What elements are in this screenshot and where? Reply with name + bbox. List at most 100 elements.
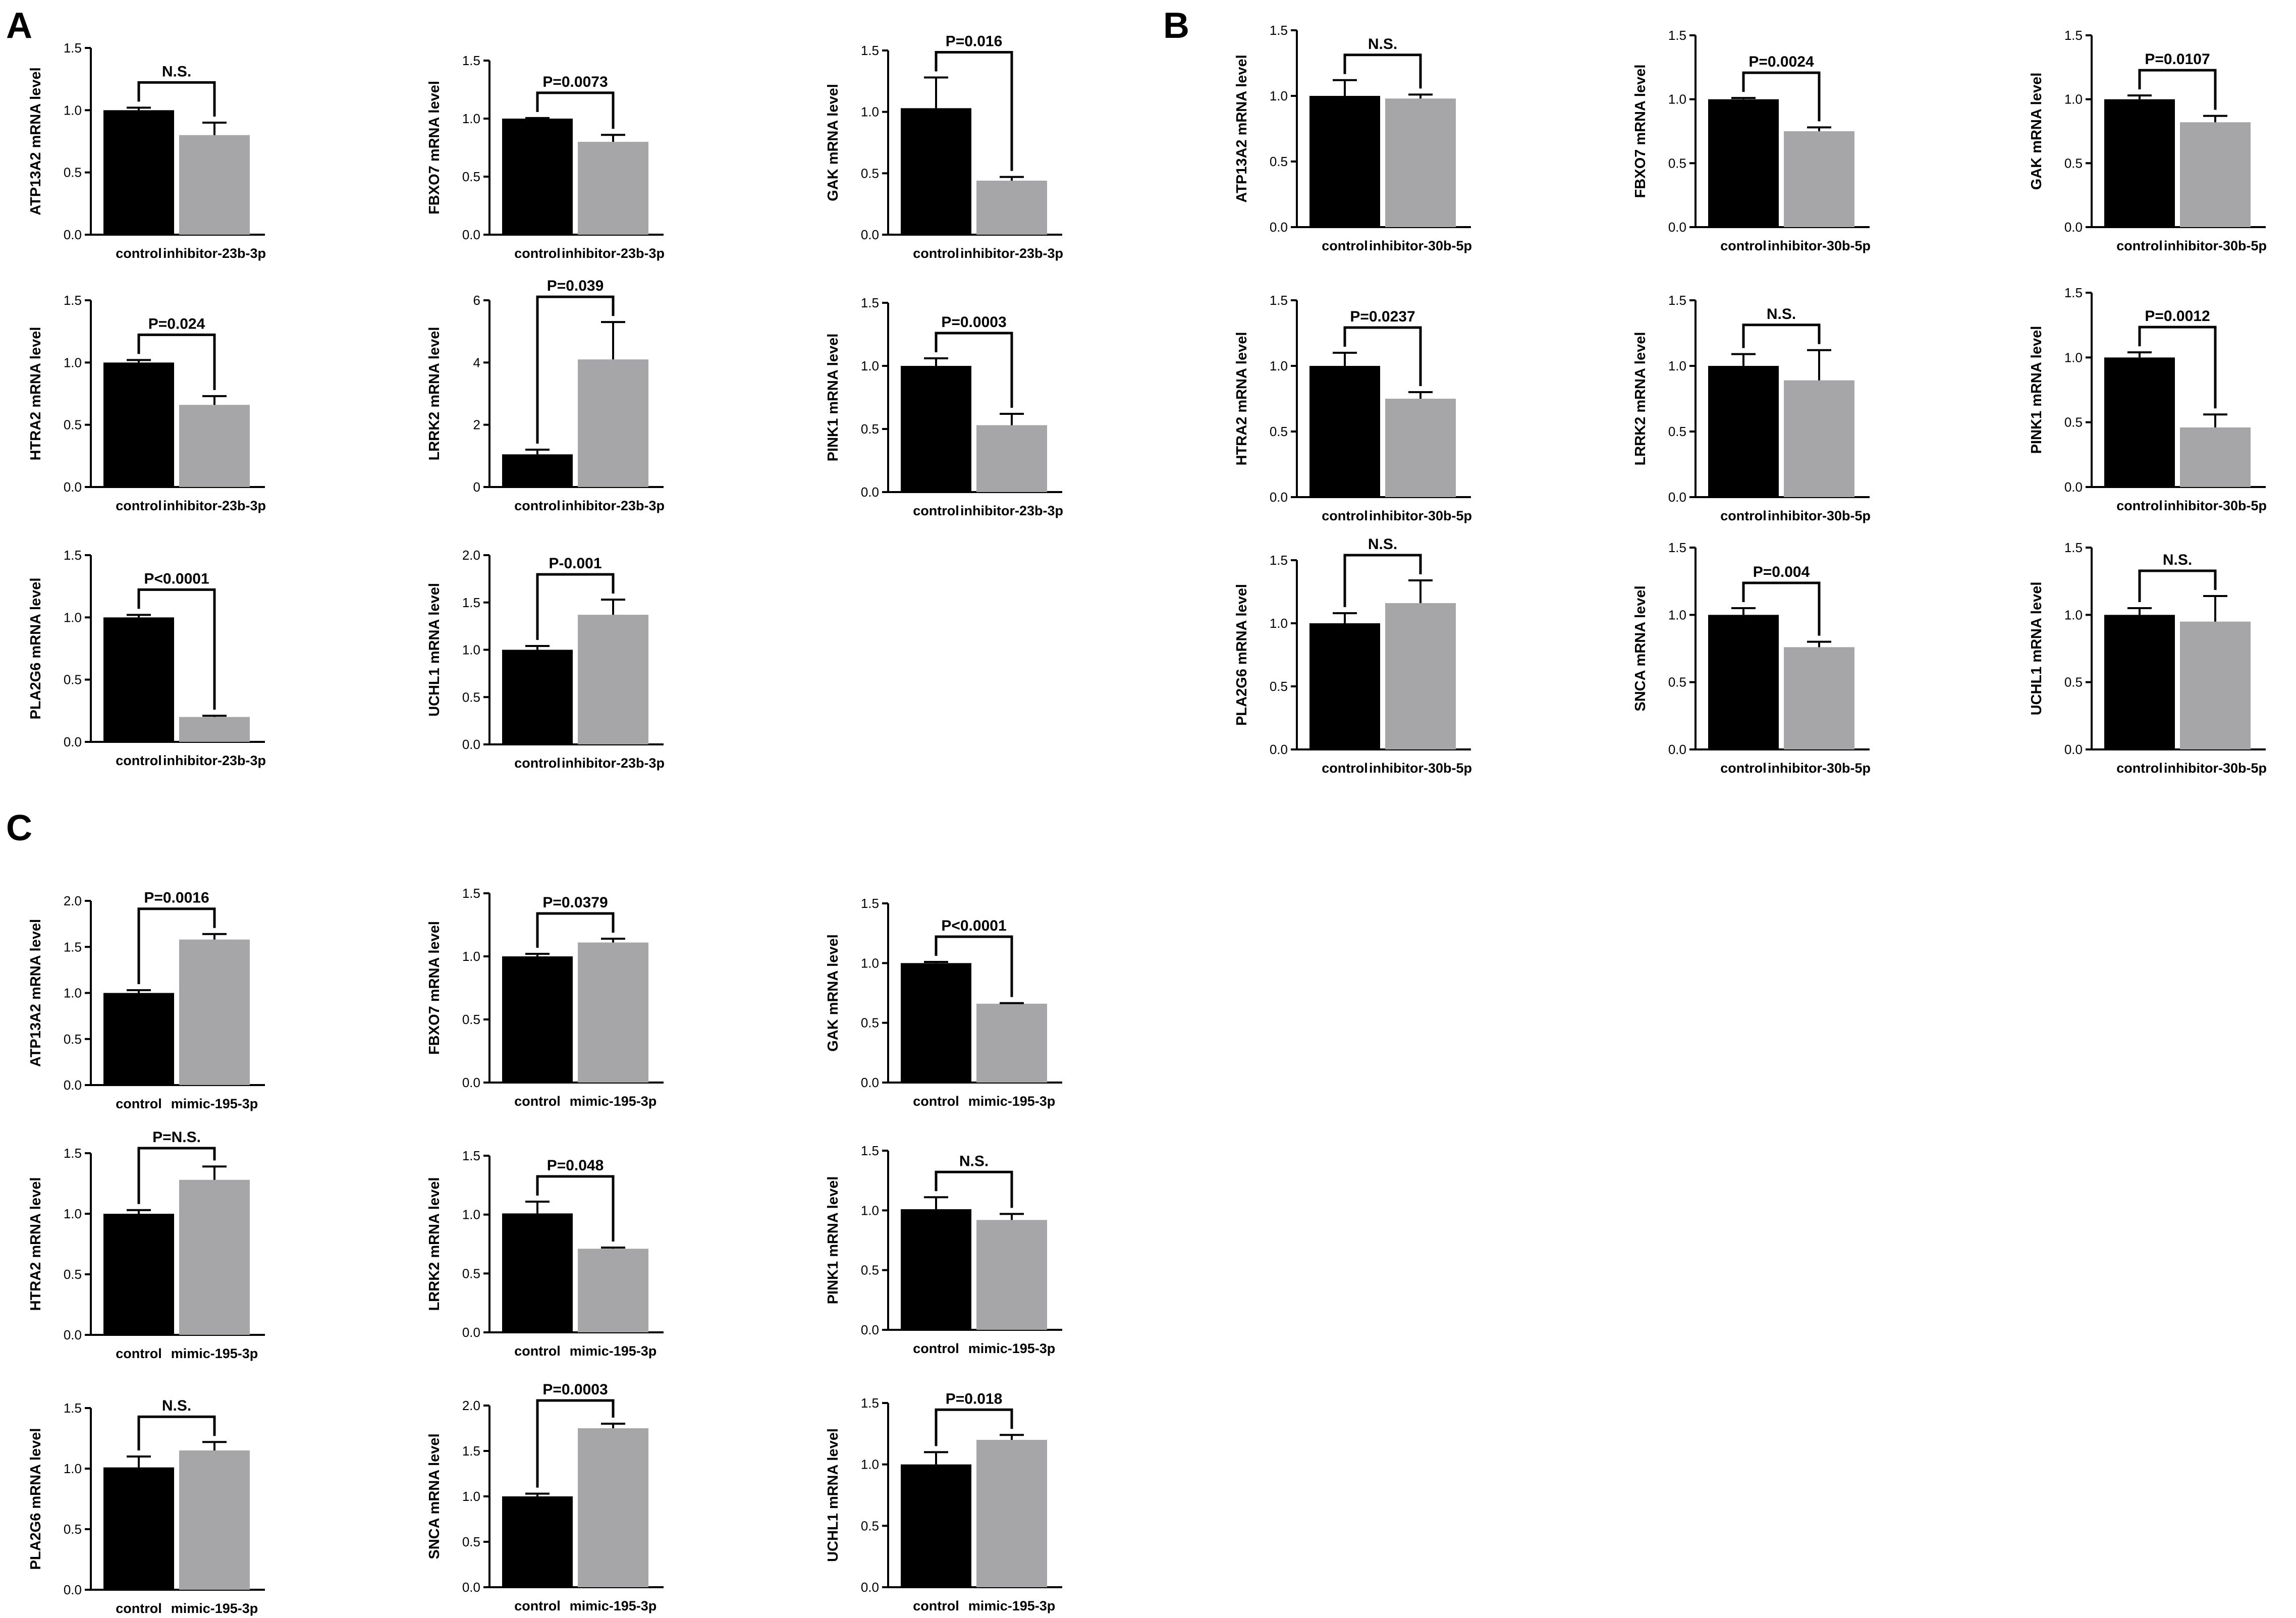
y-tick-label: 0.0 [64, 734, 82, 749]
significance-bracket [935, 51, 1013, 171]
significance-bracket [137, 1147, 216, 1204]
chart: 0.0 0.5 1.0 1.5 GAK mRNA level control mimic-1… [825, 896, 1062, 1109]
y-tick-label: 0.5 [2064, 155, 2083, 171]
y-tick-label: 0.0 [1668, 742, 1686, 757]
y-axis-label: HTRA2 mRNA level [28, 1177, 44, 1311]
bar-control [2104, 99, 2175, 227]
bar-control [103, 1467, 174, 1590]
x-tick-label: inhibitor-30b-5p [1369, 761, 1472, 776]
x-tick-label: control [1322, 761, 1368, 776]
bar-treatment [1784, 380, 1854, 497]
significance-label: P-0.001 [549, 555, 602, 572]
x-tick-label: control [116, 753, 162, 768]
bar-treatment [1385, 399, 1456, 497]
y-tick-label: 0.5 [64, 1267, 82, 1282]
significance-bracket [935, 1170, 1013, 1208]
bar-control [502, 1213, 573, 1332]
significance-label: P=0.024 [148, 315, 205, 332]
x-tick-label: control [1720, 761, 1767, 776]
y-tick-label: 1.5 [64, 293, 82, 308]
y-tick-label: 0.5 [462, 1534, 480, 1549]
x-tick-label: inhibitor-30b-5p [1768, 508, 1871, 523]
y-axis-label: HTRA2 mRNA level [1234, 332, 1250, 466]
y-tick-label: 0.5 [64, 165, 82, 180]
significance-label: P=0.0003 [542, 1381, 608, 1398]
significance-bracket [536, 1399, 615, 1488]
bar-treatment [179, 939, 250, 1085]
bar-control [1309, 366, 1380, 497]
y-tick-label: 0.0 [861, 1322, 879, 1337]
significance-label: P=0.0379 [542, 894, 608, 911]
y-tick-label: 0.0 [1668, 490, 1686, 505]
y-axis-label: LRRK2 mRNA level [1632, 332, 1649, 466]
bar-control [1309, 96, 1380, 227]
y-tick-label: 0.0 [861, 1580, 879, 1595]
x-tick-label: control [116, 246, 162, 261]
y-tick-label: 1.0 [64, 102, 82, 118]
y-tick-label: 1.0 [1668, 92, 1686, 107]
bar-treatment [179, 1450, 250, 1590]
x-tick-label: control [1720, 508, 1767, 523]
significance-label: P=0.0003 [941, 314, 1006, 331]
y-tick-label: 1.0 [861, 955, 879, 970]
y-tick-label: 6 [473, 293, 480, 308]
x-tick-label: control [1322, 238, 1368, 253]
significance-label: P=N.S. [152, 1129, 201, 1146]
significance-bracket [137, 1415, 216, 1450]
y-tick-label: 0.5 [2064, 415, 2083, 430]
significance-bracket [137, 588, 216, 710]
x-tick-label: control [116, 498, 162, 513]
panel-label: C [6, 808, 32, 848]
chart: 0.0 0.5 1.0 1.5 HTRA2 mRNA level control inhib… [28, 293, 266, 513]
bar-treatment [578, 942, 648, 1083]
x-tick-label: mimic-195-3p [968, 1598, 1056, 1613]
bar-control [1708, 615, 1779, 749]
y-tick-label: 1.0 [64, 1206, 82, 1221]
y-tick-label: 0.0 [2064, 479, 2083, 495]
x-tick-label: inhibitor-30b-5p [1369, 508, 1472, 523]
x-tick-label: control [913, 1341, 959, 1356]
y-axis-label: ATP13A2 mRNA level [28, 67, 44, 215]
bar-control [103, 110, 174, 235]
x-tick-label: mimic-195-3p [171, 1096, 258, 1111]
chart: 0.0 0.5 1.0 1.5 PINK1 mRNA level control inhib… [2029, 285, 2267, 513]
x-tick-label: mimic-195-3p [570, 1598, 657, 1613]
y-tick-label: 0.5 [64, 672, 82, 687]
bar-control [502, 1496, 573, 1587]
bar-control [1309, 623, 1380, 749]
bar-control [103, 362, 174, 487]
bar-control [502, 119, 573, 235]
significance-label: P=0.016 [946, 33, 1003, 50]
x-tick-label: control [2116, 238, 2163, 253]
bar-treatment [578, 359, 648, 487]
y-tick-label: 0.0 [64, 227, 82, 242]
y-tick-label: 0.0 [1270, 220, 1288, 235]
y-tick-label: 1.5 [462, 886, 480, 901]
y-tick-label: 0.0 [64, 1077, 82, 1093]
bar-treatment [2180, 427, 2251, 487]
y-tick-label: 0.0 [462, 1075, 480, 1090]
panel-label: B [1163, 6, 1189, 46]
significance-label: P=0.0012 [2145, 308, 2210, 325]
y-axis-label: UCHL1 mRNA level [2029, 582, 2045, 716]
significance-bracket [2138, 69, 2217, 110]
y-axis-label: LRRK2 mRNA level [426, 1177, 443, 1311]
y-tick-label: 1.0 [1270, 358, 1288, 373]
x-tick-label: mimic-195-3p [968, 1341, 1056, 1356]
y-tick-label: 0.5 [1270, 679, 1288, 694]
y-tick-label: 1.5 [861, 1395, 879, 1411]
chart: 0.0 0.5 1.0 1.5 PINK1 mRNA level control inhib… [825, 295, 1063, 518]
significance-bracket [935, 1408, 1013, 1446]
chart: 0.0 0.5 1.0 1.5 ATP13A2 mRNA level control inh… [1234, 23, 1472, 253]
y-tick-label: 1.5 [1668, 28, 1686, 43]
y-tick-label: 0.5 [861, 421, 879, 437]
y-tick-label: 1.5 [2064, 540, 2083, 555]
bar-control [2104, 615, 2175, 749]
significance-bracket [536, 91, 615, 129]
y-tick-label: 1.5 [462, 595, 480, 610]
y-tick-label: 2 [473, 417, 480, 433]
y-tick-label: 1.5 [861, 43, 879, 58]
y-tick-label: 0.0 [462, 1580, 480, 1595]
significance-bracket [935, 935, 1013, 997]
